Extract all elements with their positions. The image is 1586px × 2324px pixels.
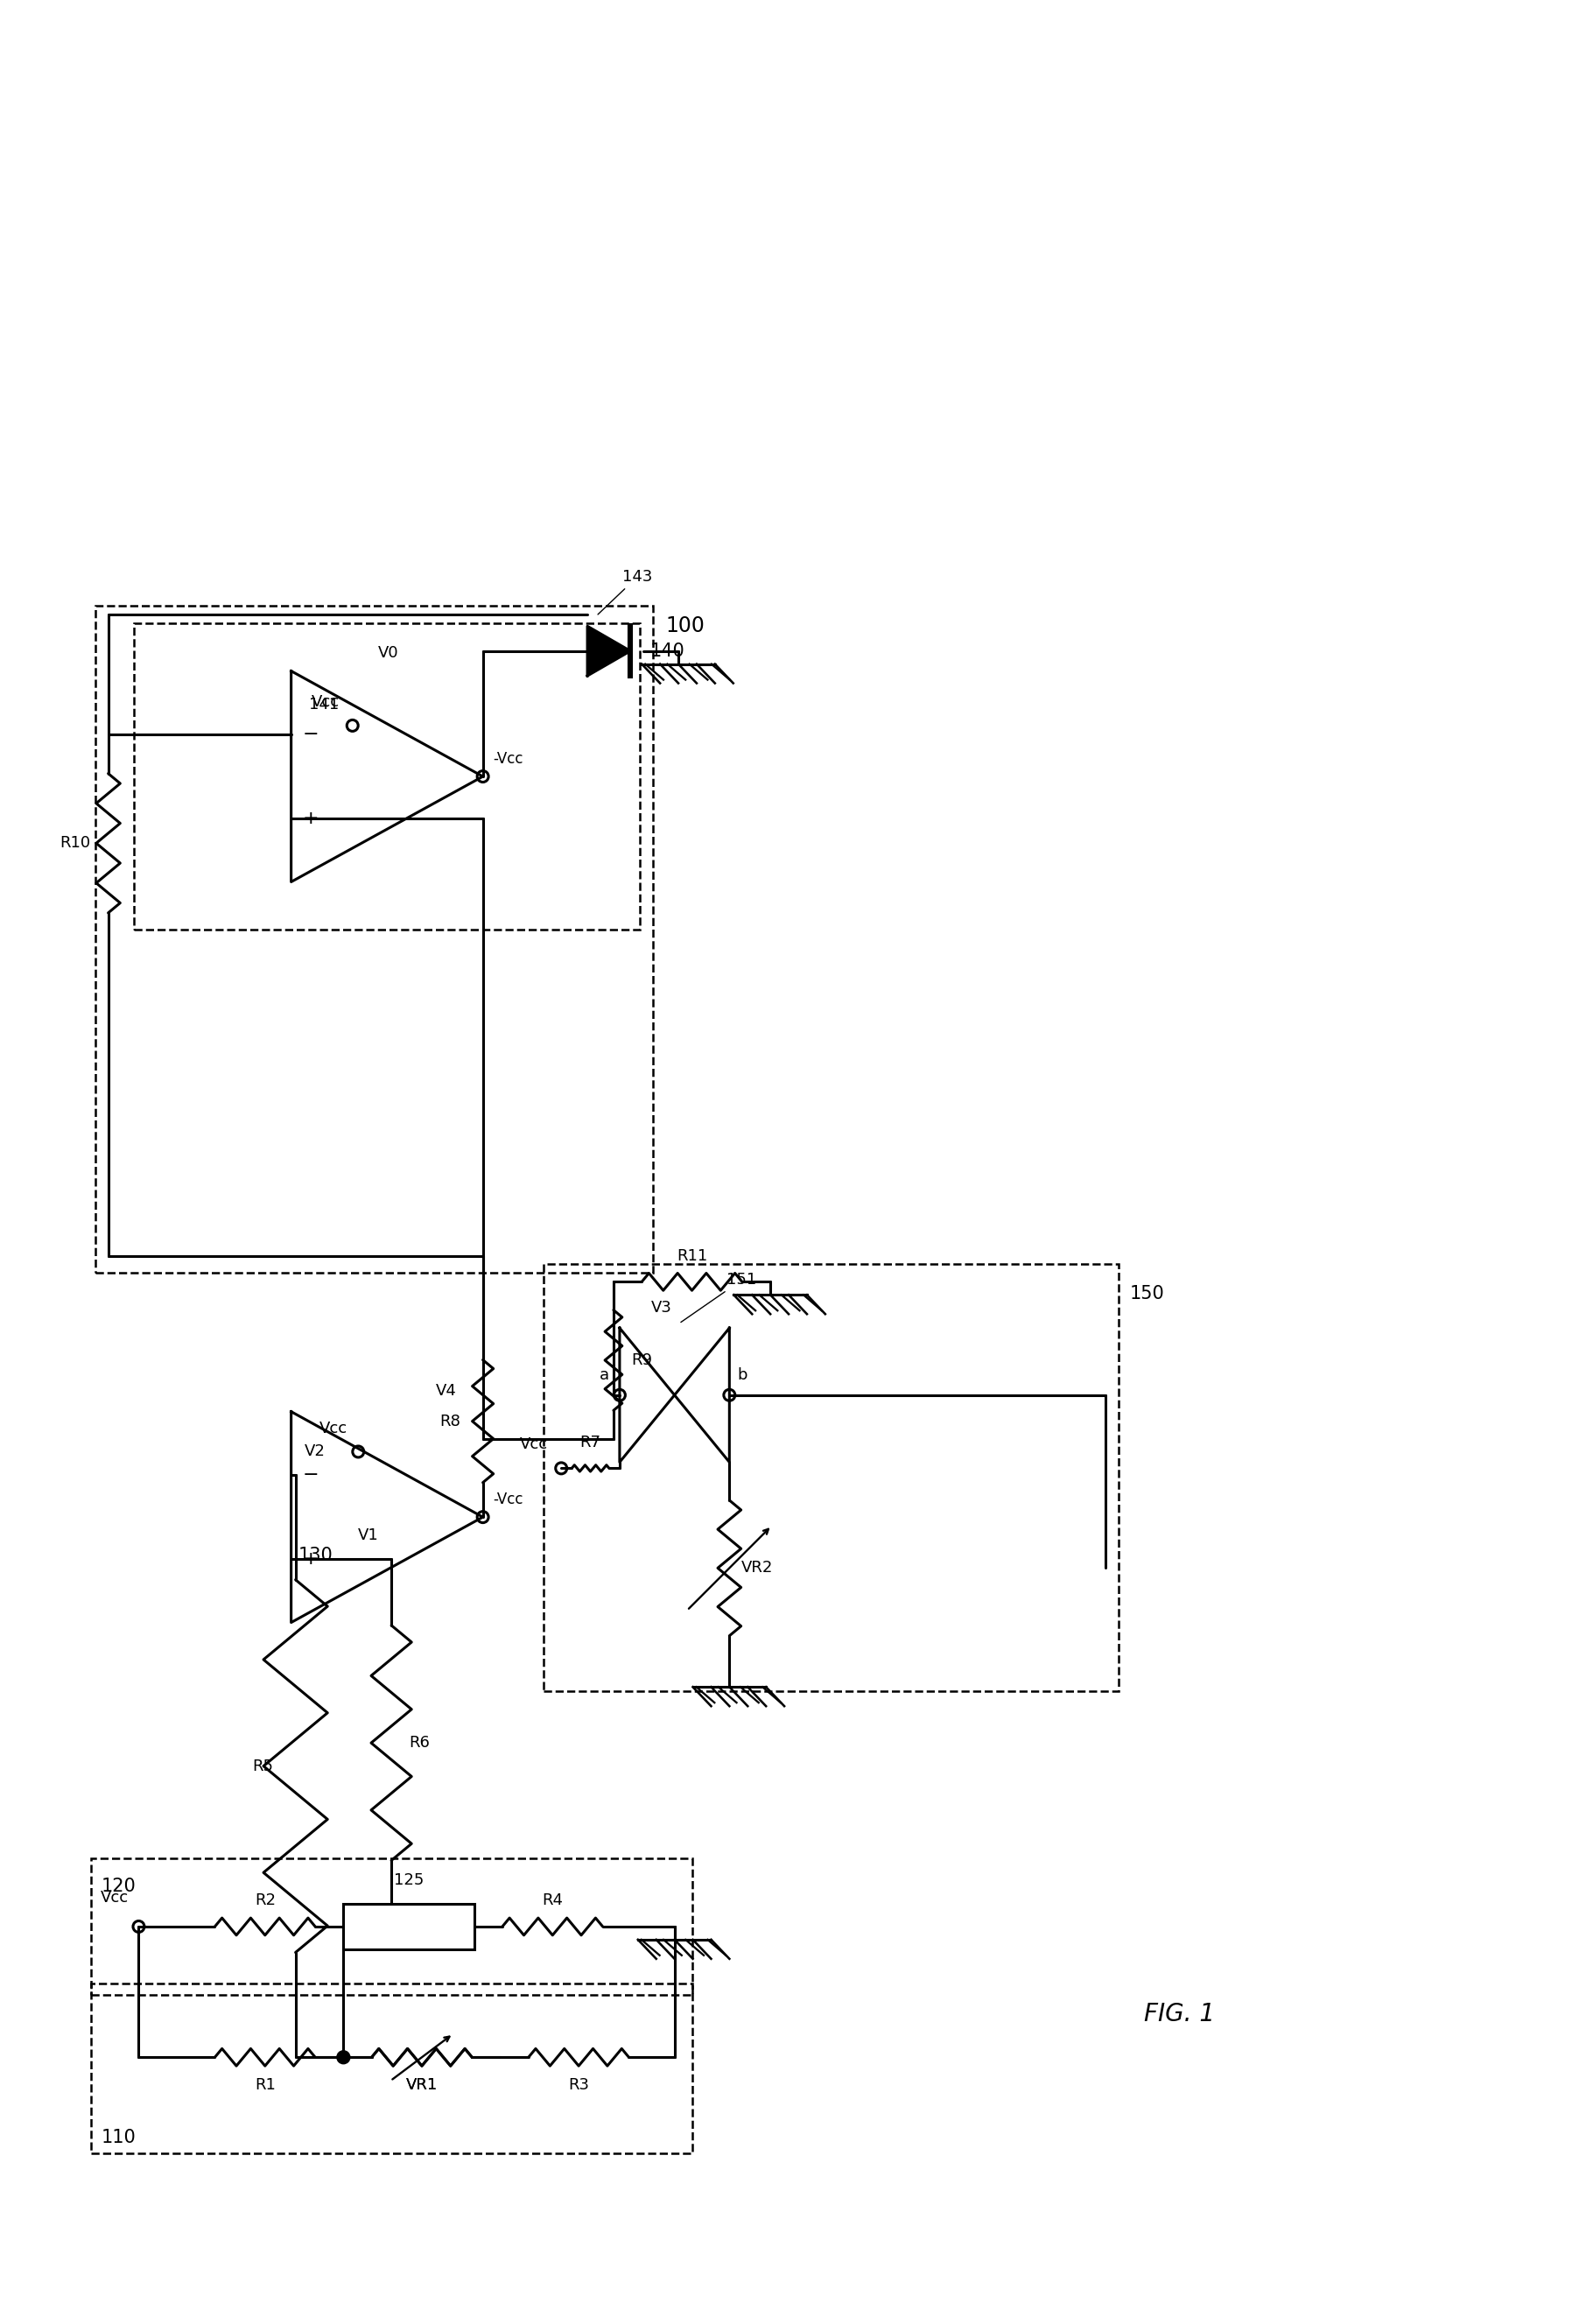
Text: R11: R11	[677, 1248, 707, 1264]
Text: R6: R6	[409, 1736, 430, 1750]
Text: R5: R5	[252, 1759, 273, 1773]
Text: +: +	[303, 809, 319, 827]
Text: −: −	[303, 725, 319, 744]
Text: R4: R4	[542, 1892, 563, 1908]
Text: 110: 110	[102, 2129, 136, 2145]
Text: 130: 130	[298, 1545, 333, 1564]
Text: V4: V4	[436, 1383, 457, 1399]
Text: -Vcc: -Vcc	[493, 751, 523, 767]
Polygon shape	[587, 625, 630, 676]
Text: R2: R2	[254, 1892, 276, 1908]
Text: +: +	[303, 1550, 319, 1569]
Text: FIG. 1: FIG. 1	[1145, 2001, 1215, 2027]
Text: 151: 151	[680, 1271, 757, 1322]
Text: b: b	[737, 1367, 747, 1383]
Text: R8: R8	[439, 1413, 460, 1429]
Text: V2: V2	[305, 1443, 325, 1459]
Text: VR1: VR1	[406, 2078, 438, 2094]
Text: 143: 143	[598, 569, 652, 614]
Text: R1: R1	[255, 2078, 276, 2094]
Text: 120: 120	[102, 1878, 136, 1894]
Text: VR2: VR2	[741, 1559, 774, 1576]
Text: Vcc: Vcc	[100, 1889, 128, 1906]
Text: a: a	[600, 1367, 609, 1383]
Text: VR1: VR1	[406, 2078, 438, 2094]
Text: R10: R10	[60, 834, 90, 851]
Text: Vcc: Vcc	[520, 1436, 549, 1452]
Text: V0: V0	[379, 646, 400, 660]
Text: 141: 141	[309, 697, 338, 713]
Text: 150: 150	[1129, 1285, 1164, 1304]
Text: 125: 125	[393, 1873, 423, 1887]
Text: 140: 140	[650, 641, 685, 660]
Text: Vcc: Vcc	[311, 695, 339, 709]
Text: 100: 100	[666, 616, 706, 637]
Text: R7: R7	[580, 1434, 601, 1450]
Text: R3: R3	[568, 2078, 588, 2094]
Text: Vcc: Vcc	[320, 1420, 347, 1436]
Text: R9: R9	[631, 1353, 652, 1369]
Circle shape	[336, 2050, 351, 2064]
Text: -Vcc: -Vcc	[493, 1492, 523, 1508]
Bar	[344, 1903, 474, 1950]
Text: −: −	[303, 1466, 319, 1483]
Text: V3: V3	[650, 1299, 672, 1315]
Text: V1: V1	[358, 1527, 379, 1543]
